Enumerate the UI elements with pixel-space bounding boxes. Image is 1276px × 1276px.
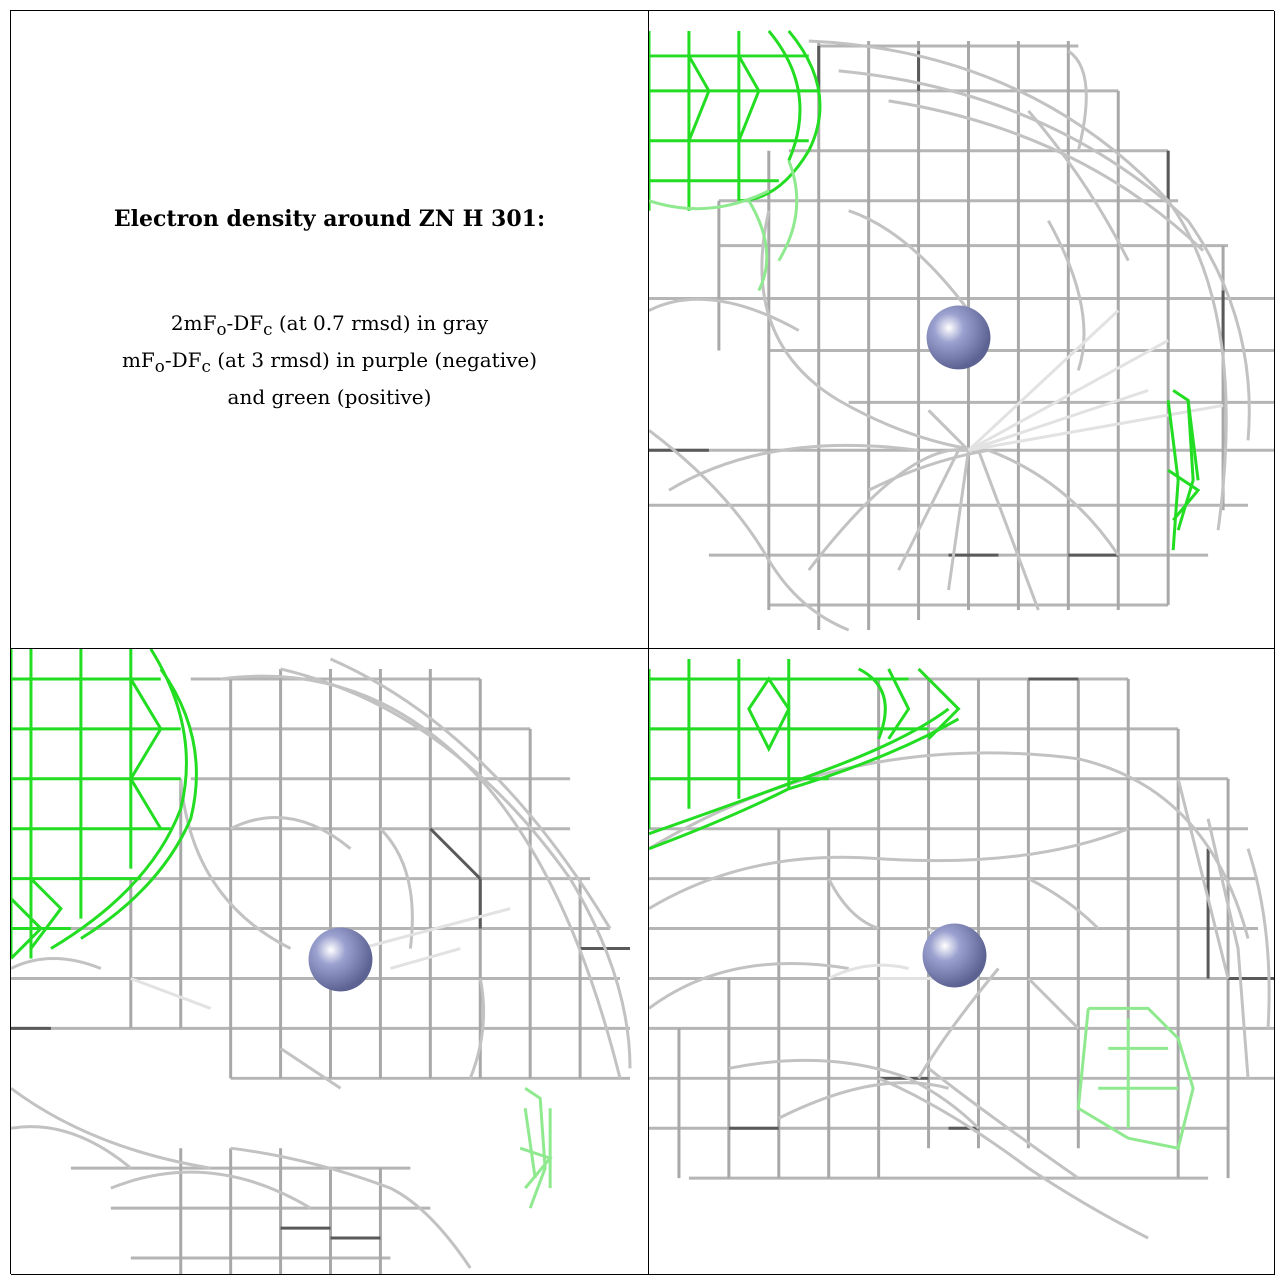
figure-grid: Electron density around ZN H 301: 2mFo-D… <box>10 10 1275 1275</box>
density-view-1 <box>649 30 1274 632</box>
caption-line-2: mFo-DFc (at 3 rmsd) in purple (negative) <box>121 348 538 376</box>
density-panel-1 <box>649 11 1275 649</box>
caption-panel: Electron density around ZN H 301: 2mFo-D… <box>11 11 649 649</box>
density-panel-2 <box>11 649 649 1275</box>
zinc-atom <box>926 305 991 370</box>
density-panel-3 <box>649 649 1275 1275</box>
density-view-3 <box>649 658 1274 1240</box>
zinc-atom <box>308 927 373 992</box>
caption-title: Electron density around ZN H 301: <box>113 206 546 232</box>
caption-line-3: and green (positive) <box>227 385 432 409</box>
mesh-fofc-positive <box>649 30 1201 551</box>
mesh-fofc-positive <box>11 649 553 1209</box>
density-view-2 <box>11 649 632 1274</box>
mesh-fofc-positive <box>649 658 1195 1150</box>
zinc-atom <box>922 923 987 988</box>
mesh-2fofc <box>11 657 632 1274</box>
caption-line-1: 2mFo-DFc (at 0.7 rmsd) in gray <box>170 311 489 339</box>
